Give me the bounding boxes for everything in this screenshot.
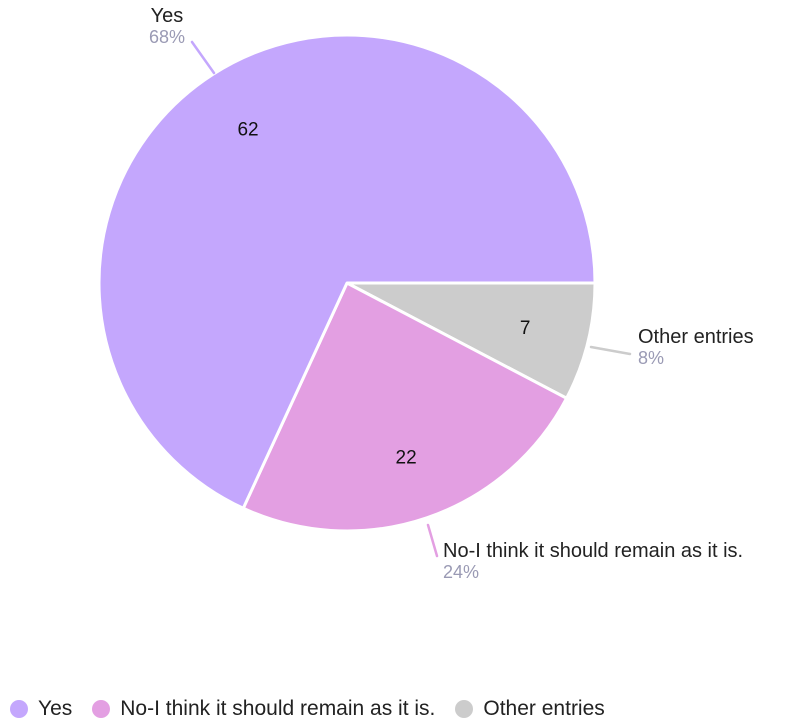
value-labels: 7 22 62 [237,119,530,468]
pie-slices [97,33,597,533]
value-label-yes: 62 [237,119,258,140]
legend-item-no[interactable]: No-I think it should remain as it is. [92,697,435,721]
legend-label-other: Other entries [483,697,605,720]
category-label-other: Other entries [638,326,754,348]
legend-swatch-no [92,700,111,718]
pie-slice-other[interactable] [345,281,597,400]
percent-label-yes: 68% [149,27,185,47]
value-label-other: 7 [520,318,531,339]
value-label-no: 22 [396,448,417,469]
legend-item-other[interactable]: Other entries [455,697,605,721]
leader-line-no [426,523,439,558]
leader-lines [190,40,632,558]
chart-legend: Yes No-I think it should remain as it is… [10,697,625,721]
leader-line-yes [190,40,216,75]
legend-label-no: No-I think it should remain as it is. [120,697,436,720]
pie-slice-no[interactable] [241,281,569,533]
percent-label-other: 8% [638,348,664,368]
pie-slice-yes[interactable] [97,33,597,510]
legend-item-yes[interactable]: Yes [10,697,72,721]
category-label-no: No-I think it should remain as it is. [443,540,743,562]
leader-line-other [589,345,632,356]
category-label-yes: Yes [151,5,184,27]
percent-label-no: 24% [443,562,479,582]
legend-label-yes: Yes [38,697,73,720]
legend-swatch-other [455,700,474,718]
legend-swatch-yes [10,700,28,718]
